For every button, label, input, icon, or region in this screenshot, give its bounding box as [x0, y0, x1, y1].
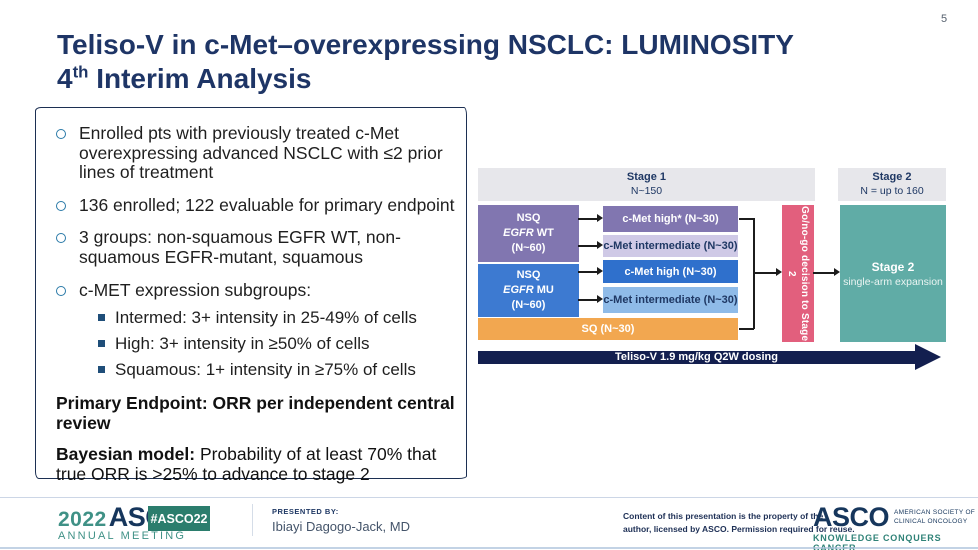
logo-subtitle: ANNUAL MEETING: [58, 530, 187, 542]
connector-line: [578, 245, 597, 247]
stage2-box-title: Stage 2: [871, 259, 915, 274]
bayesian-model-text: Bayesian model: Probability of at least …: [56, 444, 437, 485]
arrowhead-icon: [776, 268, 782, 276]
bullet-text: 3 groups: non-squamous EGFR WT, non-squa…: [79, 227, 401, 267]
footer-divider: [0, 497, 978, 498]
sub-list-item: Squamous: 1+ intensity in ≥75% of cells: [98, 360, 458, 379]
stage2-header-band: Stage 2 N = up to 160: [838, 168, 946, 201]
circle-bullet-icon: [56, 129, 66, 139]
bottom-accent-line: [0, 547, 978, 549]
square-bullet-icon: [98, 366, 105, 374]
go-no-go-box: Go/no-go decision to Stage 2: [782, 205, 814, 342]
cmet-high-wt-box: c-Met high* (N~30): [603, 206, 738, 232]
arrowhead-icon: [597, 241, 603, 249]
asco-society-logo: ASCO AMERICAN SOCIETY OF CLINICAL ONCOLO…: [813, 504, 978, 550]
arrowhead-icon: [597, 267, 603, 275]
connector-line: [753, 218, 755, 329]
connector-line: [578, 299, 597, 301]
presented-by-label: PRESENTED BY:: [272, 507, 339, 516]
disclaimer-line1: Content of this presentation is the prop…: [623, 511, 824, 521]
bullet-text: c-MET expression subgroups:: [79, 279, 312, 300]
nsq-wt-line3: (N~60): [511, 241, 546, 254]
stage1-n: N~150: [630, 184, 663, 197]
circle-bullet-icon: [56, 233, 66, 244]
connector-line: [739, 218, 754, 220]
stage2-box-subtitle: single-arm expansion: [843, 275, 943, 288]
nsq-mu-line1: NSQ: [516, 269, 541, 282]
nsq-mu-line2: EGFR MU: [503, 284, 554, 297]
connector-line: [578, 218, 597, 220]
subbullet-text: Squamous: 1+ intensity in ≥75% of cells: [115, 360, 416, 380]
connector-line: [739, 328, 754, 330]
title-line1: Teliso-V in c-Met–overexpressing NSCLC: …: [57, 29, 794, 60]
square-bullet-icon: [98, 340, 105, 348]
arrowhead-icon: [597, 214, 603, 222]
study-summary-box: Enrolled pts with previously treated c-M…: [35, 107, 467, 484]
copyright-disclaimer: Content of this presentation is the prop…: [623, 510, 855, 536]
connector-line: [753, 272, 776, 274]
connector-line: [578, 271, 597, 273]
nsq-egfr-mu-box: NSQ EGFR MU (N~60): [478, 264, 579, 317]
nsq-wt-line2: EGFR WT: [503, 227, 554, 240]
circle-bullet-icon: [56, 285, 66, 296]
asco-tagline: KNOWLEDGE CONQUERS CANCER: [813, 533, 942, 550]
logo-year: 2022: [58, 508, 107, 531]
presented-by-block: PRESENTED BY: Ibiayi Dagogo-Jack, MD: [272, 507, 410, 534]
sq-group-bar: SQ (N~30): [478, 318, 738, 340]
stage2-title: Stage 2: [872, 171, 912, 184]
cmet-high-mu-box: c-Met high (N~30): [603, 260, 738, 283]
stage1-title: Stage 1: [626, 171, 667, 184]
stage2-expansion-box: Stage 2 single-arm expansion: [840, 205, 946, 342]
nsq-egfr-wt-box: NSQ EGFR WT (N~60): [478, 205, 579, 262]
list-item: 136 enrolled; 122 evaluable for primary …: [56, 194, 458, 216]
arrowhead-icon: [597, 295, 603, 303]
sub-list-item: High: 3+ intensity in ≥50% of cells: [98, 334, 458, 353]
connector-line: [813, 272, 834, 274]
bullet-text: Enrolled pts with previously treated c-M…: [79, 123, 443, 183]
footer-vertical-divider: [252, 504, 253, 536]
list-item: Enrolled pts with previously treated c-M…: [56, 123, 458, 183]
arrowhead-icon: [834, 268, 840, 276]
list-item: c-MET expression subgroups:: [56, 279, 458, 301]
nsq-mu-line3: (N~60): [511, 298, 546, 311]
hashtag-badge: #ASCO22: [148, 506, 210, 531]
cmet-intermediate-wt-box: c-Met intermediate (N~30): [603, 235, 738, 257]
primary-endpoint-text: Primary Endpoint: ORR per independent ce…: [56, 393, 455, 433]
asco-logo-text: ASCO: [813, 502, 890, 532]
bullet-text: 136 enrolled; 122 evaluable for primary …: [79, 194, 455, 215]
subbullet-text: High: 3+ intensity in ≥50% of cells: [115, 334, 370, 354]
list-item: 3 groups: non-squamous EGFR WT, non-squa…: [56, 228, 458, 267]
slide-title: Teliso-V in c-Met–overexpressing NSCLC: …: [57, 28, 937, 95]
nsq-wt-line1: NSQ: [516, 212, 541, 225]
square-bullet-icon: [98, 314, 105, 322]
presenter-name: Ibiayi Dagogo-Jack, MD: [272, 519, 410, 534]
sub-list-item: Intermed: 3+ intensity in 25-49% of cell…: [98, 308, 458, 327]
disclaimer-line2: author, licensed by ASCO. Permission req…: [623, 524, 855, 535]
cmet-intermediate-mu-box: c-Met intermediate (N~30): [603, 287, 738, 313]
dosing-arrowhead-icon: [915, 344, 941, 370]
asco-society-name: AMERICAN SOCIETY OF CLINICAL ONCOLOGY: [894, 509, 976, 525]
circle-bullet-icon: [56, 200, 66, 211]
dosing-label: Teliso-V 1.9 mg/kg Q2W dosing: [615, 351, 778, 363]
subbullet-text: Intermed: 3+ intensity in 25-49% of cell…: [115, 308, 417, 328]
page-number: 5: [941, 13, 948, 25]
stage2-n: N = up to 160: [860, 184, 924, 197]
title-line2: 4th Interim Analysis: [57, 62, 312, 94]
dosing-arrow-bar: [478, 351, 915, 364]
stage1-header-band: Stage 1 N~150: [478, 168, 815, 201]
